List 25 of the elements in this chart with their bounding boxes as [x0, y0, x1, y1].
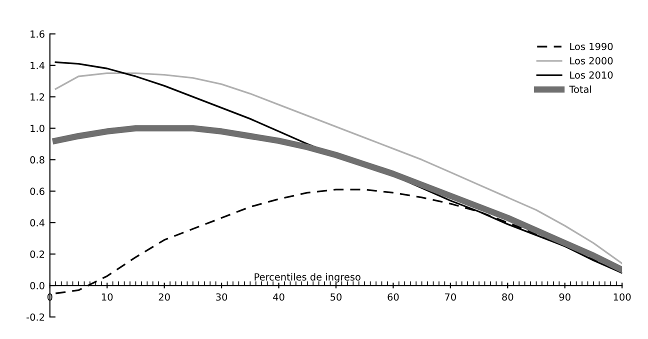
y-tick-label: 0.4 — [30, 219, 44, 226]
y-tick-label: 1.6 — [30, 30, 44, 38]
y-tick-label: 1.2 — [30, 93, 44, 100]
legend-label: Los 2000 — [570, 57, 613, 64]
x-tick-label: 10 — [102, 293, 113, 301]
x-axis-title: Percentiles de ingreso — [254, 273, 360, 282]
x-tick-label: 70 — [445, 293, 456, 301]
y-tick-label: 0.0 — [30, 282, 44, 290]
x-tick-label: 30 — [216, 293, 228, 301]
legend-label: Los 2010 — [570, 71, 613, 79]
y-tick-label: 1.0 — [30, 124, 44, 132]
x-tick-label: 80 — [502, 293, 514, 301]
x-tick-label: 90 — [559, 293, 570, 301]
x-tick-label: 20 — [158, 293, 170, 301]
x-tick-label: 100 — [614, 293, 631, 301]
y-tick-label: 0.8 — [30, 156, 44, 164]
y-tick-label: 0.6 — [30, 188, 44, 195]
y-tick-label: 1.4 — [30, 62, 44, 70]
legend-label: Total — [569, 85, 592, 93]
legend-label: Los 1990 — [570, 42, 613, 50]
x-tick-label: 50 — [330, 293, 342, 301]
y-tick-label: -0.2 — [26, 313, 44, 321]
x-tick-label: 40 — [273, 293, 284, 301]
y-tick-label: 0.2 — [30, 250, 44, 258]
x-tick-label: 60 — [388, 293, 399, 301]
